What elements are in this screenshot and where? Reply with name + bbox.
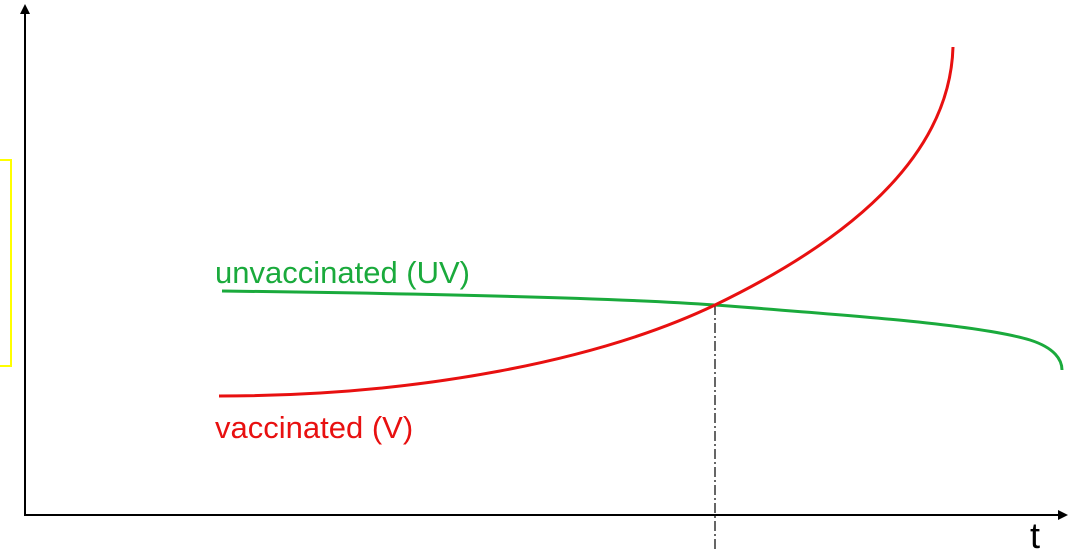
- x-axis-label: t: [1030, 515, 1040, 555]
- vaccinated-label: vaccinated (V): [215, 410, 413, 445]
- unvaccinated-curve: [221, 289, 1064, 371]
- highlight-box: [0, 159, 12, 367]
- vaccinated-curve: [218, 46, 955, 398]
- unvaccinated-label: unvaccinated (UV): [215, 255, 470, 290]
